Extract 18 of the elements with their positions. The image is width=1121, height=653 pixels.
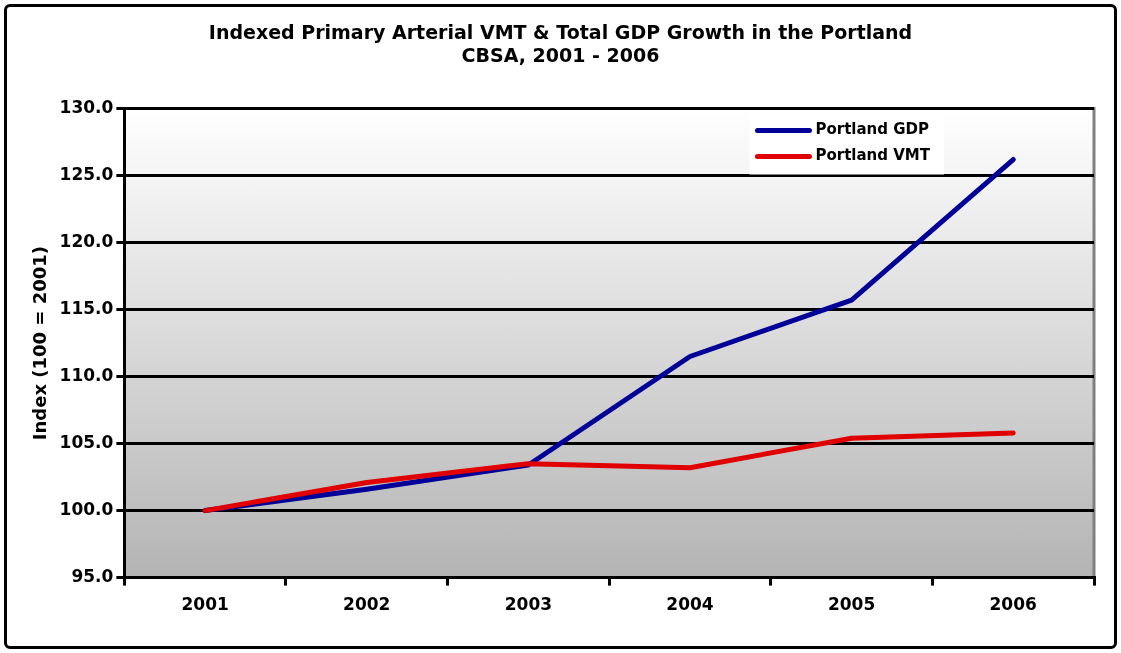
chart-title: Indexed Primary Arterial VMT & Total GDP Growth in the Portland CBSA, 2001 - 2006 xyxy=(208,21,913,67)
x-tick-label: 2002 xyxy=(343,594,391,615)
y-tick-label: 115.0 xyxy=(59,298,114,319)
y-tick-label: 105.0 xyxy=(59,432,114,453)
y-tick-label: 125.0 xyxy=(59,164,114,185)
legend-label: Portland GDP xyxy=(815,120,929,139)
y-tick-label: 120.0 xyxy=(59,231,114,252)
x-tick-label: 2004 xyxy=(666,594,714,615)
y-tick-label: 95.0 xyxy=(71,566,114,587)
y-tick-label: 110.0 xyxy=(59,365,114,386)
x-tick-label: 2001 xyxy=(181,594,229,615)
legend-label: Portland VMT xyxy=(815,146,931,165)
y-tick-label: 100.0 xyxy=(59,499,114,520)
x-tick-label: 2006 xyxy=(989,594,1037,615)
x-tick-label: 2005 xyxy=(827,594,876,615)
x-tick-label: 2003 xyxy=(504,594,553,615)
y-tick-label: 130.0 xyxy=(59,97,114,118)
y-axis-title: Index (100 = 2001) xyxy=(29,245,51,441)
